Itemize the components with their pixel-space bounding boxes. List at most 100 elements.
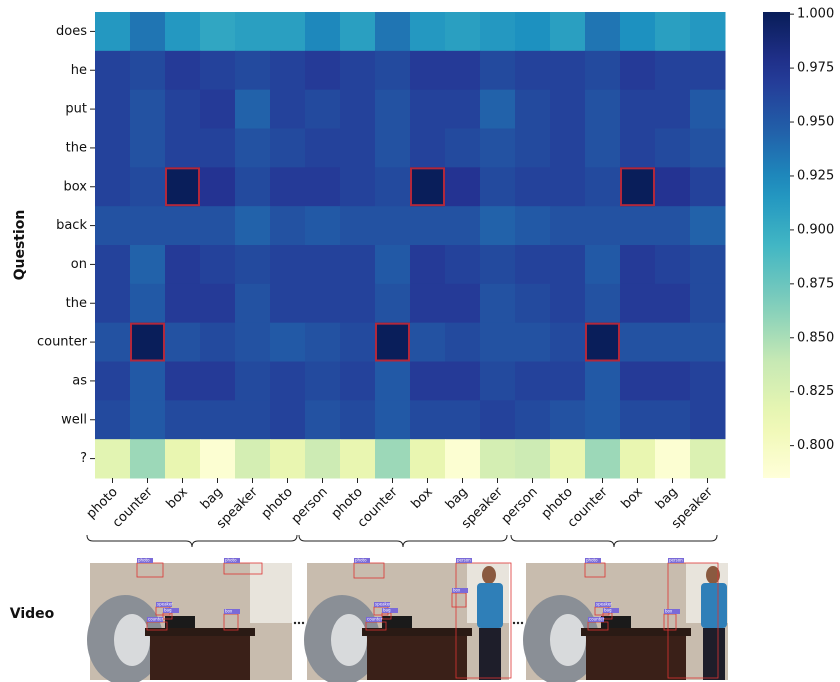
cell <box>445 167 481 206</box>
cell <box>550 362 586 401</box>
detection-label: speaker <box>157 602 173 607</box>
cell <box>165 245 201 284</box>
x-tick-label: box <box>619 484 646 511</box>
counter-top <box>145 628 255 636</box>
cell <box>340 51 376 90</box>
cell <box>480 12 516 51</box>
cell <box>655 12 691 51</box>
y-tick-label: does <box>56 24 87 39</box>
cell <box>305 206 341 245</box>
inflatable-hole <box>114 614 150 666</box>
cell <box>410 90 446 129</box>
colorbar-tick-label: 0.975 <box>797 61 834 76</box>
cell <box>655 323 691 362</box>
cell <box>270 51 306 90</box>
cell <box>200 439 236 478</box>
cell <box>585 362 621 401</box>
cell <box>515 245 551 284</box>
detection-label: speaker <box>596 602 612 607</box>
cell <box>690 284 726 323</box>
cell <box>480 323 516 362</box>
colorbar-tick-label: 0.800 <box>797 438 834 453</box>
x-tick-label: person <box>499 485 541 527</box>
counter-top <box>362 628 472 636</box>
cell <box>165 439 201 478</box>
cell <box>375 206 411 245</box>
cell <box>410 206 446 245</box>
x-tick-label: counter <box>110 484 156 530</box>
cell <box>165 51 201 90</box>
detection-label: photo <box>586 558 598 563</box>
x-tick-label: box <box>164 484 191 511</box>
cell <box>550 167 586 206</box>
cell <box>305 12 341 51</box>
cabinet <box>586 636 686 680</box>
cabinet <box>367 636 467 680</box>
cell <box>620 12 656 51</box>
cell <box>515 362 551 401</box>
person-head <box>482 566 496 584</box>
cell <box>550 245 586 284</box>
colorbar-tick-label: 0.850 <box>797 330 834 345</box>
cell <box>270 12 306 51</box>
cell <box>95 167 131 206</box>
cell <box>550 90 586 129</box>
cell <box>480 51 516 90</box>
y-tick-label: on <box>71 257 87 272</box>
video-label: Video <box>10 606 55 622</box>
y-tick-label: ? <box>80 451 87 466</box>
cell <box>690 51 726 90</box>
cell <box>95 439 131 478</box>
cell <box>200 206 236 245</box>
cell <box>340 12 376 51</box>
cell <box>130 12 166 51</box>
cell <box>270 362 306 401</box>
cell <box>690 400 726 439</box>
cell <box>235 129 271 168</box>
cell <box>165 362 201 401</box>
cell <box>235 362 271 401</box>
cell <box>655 206 691 245</box>
cell <box>305 400 341 439</box>
cell <box>445 245 481 284</box>
cabinet <box>150 636 250 680</box>
cell <box>585 284 621 323</box>
cell <box>620 206 656 245</box>
cell <box>200 167 236 206</box>
colorbar-tick-label: 0.875 <box>797 276 834 291</box>
cell <box>200 129 236 168</box>
cell <box>620 439 656 478</box>
cell <box>340 206 376 245</box>
cell <box>305 51 341 90</box>
x-tick-label: bag <box>653 485 681 513</box>
cell <box>550 206 586 245</box>
cell <box>515 167 551 206</box>
cell <box>655 90 691 129</box>
cell <box>445 400 481 439</box>
cell <box>585 439 621 478</box>
cell <box>655 245 691 284</box>
cell <box>375 400 411 439</box>
cell <box>550 323 586 362</box>
cell <box>130 206 166 245</box>
cell <box>410 51 446 90</box>
y-tick-label: the <box>66 140 87 155</box>
detection-label: photo <box>225 558 237 563</box>
cell <box>305 167 341 206</box>
cell <box>375 167 411 206</box>
cell <box>200 245 236 284</box>
window <box>250 563 292 623</box>
cell <box>655 129 691 168</box>
cell <box>585 51 621 90</box>
cell <box>200 362 236 401</box>
cell <box>235 51 271 90</box>
cell <box>235 245 271 284</box>
cell <box>165 284 201 323</box>
detection-label: box <box>453 588 461 593</box>
x-tick-label: box <box>409 484 436 511</box>
cell <box>340 400 376 439</box>
cell <box>130 362 166 401</box>
x-tick-label: bag <box>443 485 471 513</box>
detection-label: box <box>665 609 673 614</box>
